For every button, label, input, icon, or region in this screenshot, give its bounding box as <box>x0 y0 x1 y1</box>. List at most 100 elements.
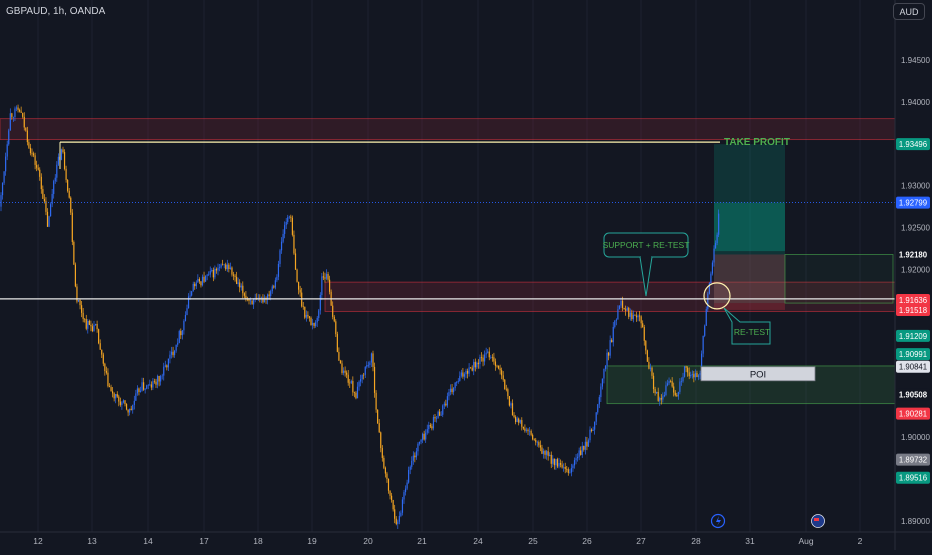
candle <box>440 414 442 416</box>
candle <box>267 294 269 300</box>
candle <box>11 113 13 118</box>
candle <box>181 330 183 336</box>
stop-zone <box>714 254 785 310</box>
candle <box>649 367 652 369</box>
candle <box>141 382 143 391</box>
candle <box>352 381 354 393</box>
time-tick-label: 20 <box>363 536 373 546</box>
candle <box>194 283 196 287</box>
candle <box>73 241 75 265</box>
candle <box>507 389 509 397</box>
candle <box>189 295 191 297</box>
currency-button[interactable]: AUD <box>893 3 925 20</box>
price-tick-label: 1.92500 <box>901 224 930 233</box>
candle <box>389 490 391 496</box>
candle <box>79 299 81 306</box>
candle <box>355 392 357 399</box>
candle <box>606 352 608 366</box>
candle <box>105 370 107 373</box>
candle <box>293 234 295 254</box>
candle <box>694 372 696 378</box>
time-tick-label: 26 <box>582 536 592 546</box>
candle <box>609 340 611 356</box>
candle <box>381 448 383 458</box>
candle <box>460 372 462 376</box>
candle <box>217 267 219 271</box>
candle <box>575 458 577 461</box>
candle <box>493 357 495 362</box>
candle <box>274 280 276 288</box>
candle <box>491 357 493 358</box>
candle <box>186 308 188 315</box>
candle <box>618 305 621 310</box>
candle <box>178 331 180 343</box>
candle <box>222 264 224 266</box>
candle <box>714 243 717 249</box>
candle <box>96 323 98 330</box>
candle <box>383 457 385 468</box>
candle <box>60 149 63 160</box>
candle <box>147 385 149 386</box>
candles-layer <box>0 104 720 529</box>
candle <box>480 357 483 358</box>
candle <box>425 432 427 440</box>
candle <box>161 375 163 377</box>
time-axis[interactable]: 12 13 14 17 18 19 20 21 24 25 26 27 28 31 Aug 2 <box>0 531 932 546</box>
candle <box>532 434 534 440</box>
candle <box>63 152 66 169</box>
price-tag <box>896 138 930 151</box>
price-axis[interactable]: 1.94500 1.94000 1.93000 1.92500 1.92000 1.915… <box>894 0 930 550</box>
candle <box>1 182 4 196</box>
candle <box>707 293 709 310</box>
candle <box>53 181 55 194</box>
candle <box>259 297 261 299</box>
candle <box>118 396 120 402</box>
candle <box>409 466 411 470</box>
candle <box>208 274 210 276</box>
candle <box>597 404 599 413</box>
candle <box>608 352 610 356</box>
candle <box>697 375 700 378</box>
candle <box>87 320 89 329</box>
candle <box>549 454 551 456</box>
candle <box>197 278 199 283</box>
candle <box>601 378 603 387</box>
candle <box>112 391 114 394</box>
candle <box>632 314 634 320</box>
candle <box>581 446 583 455</box>
candle <box>229 267 231 269</box>
candle <box>428 425 430 430</box>
candle <box>172 351 174 356</box>
candle <box>580 450 582 455</box>
candle <box>243 293 245 296</box>
candle <box>325 273 328 279</box>
candle <box>91 326 94 332</box>
price-tag-label: 1.93496 <box>899 140 927 149</box>
candle <box>108 386 111 388</box>
candle <box>497 365 500 369</box>
candle <box>129 408 131 413</box>
candle <box>511 403 514 416</box>
candle <box>411 460 413 467</box>
candle <box>418 441 421 444</box>
candle <box>659 398 661 401</box>
candle <box>648 361 650 369</box>
candle <box>431 426 433 429</box>
poi-box <box>700 366 816 382</box>
candle <box>490 357 492 358</box>
candle <box>625 309 627 311</box>
candle <box>288 216 290 218</box>
candle <box>670 381 672 382</box>
target-zone <box>714 144 785 304</box>
target-zone-filled <box>714 202 785 252</box>
candle <box>454 382 456 389</box>
candle <box>652 375 655 390</box>
candle <box>479 357 481 365</box>
support-zone <box>324 281 896 312</box>
time-tick-label: 14 <box>143 536 153 546</box>
candle <box>245 295 247 300</box>
price-tag <box>896 248 930 261</box>
candle <box>237 282 239 284</box>
candle <box>620 300 622 306</box>
